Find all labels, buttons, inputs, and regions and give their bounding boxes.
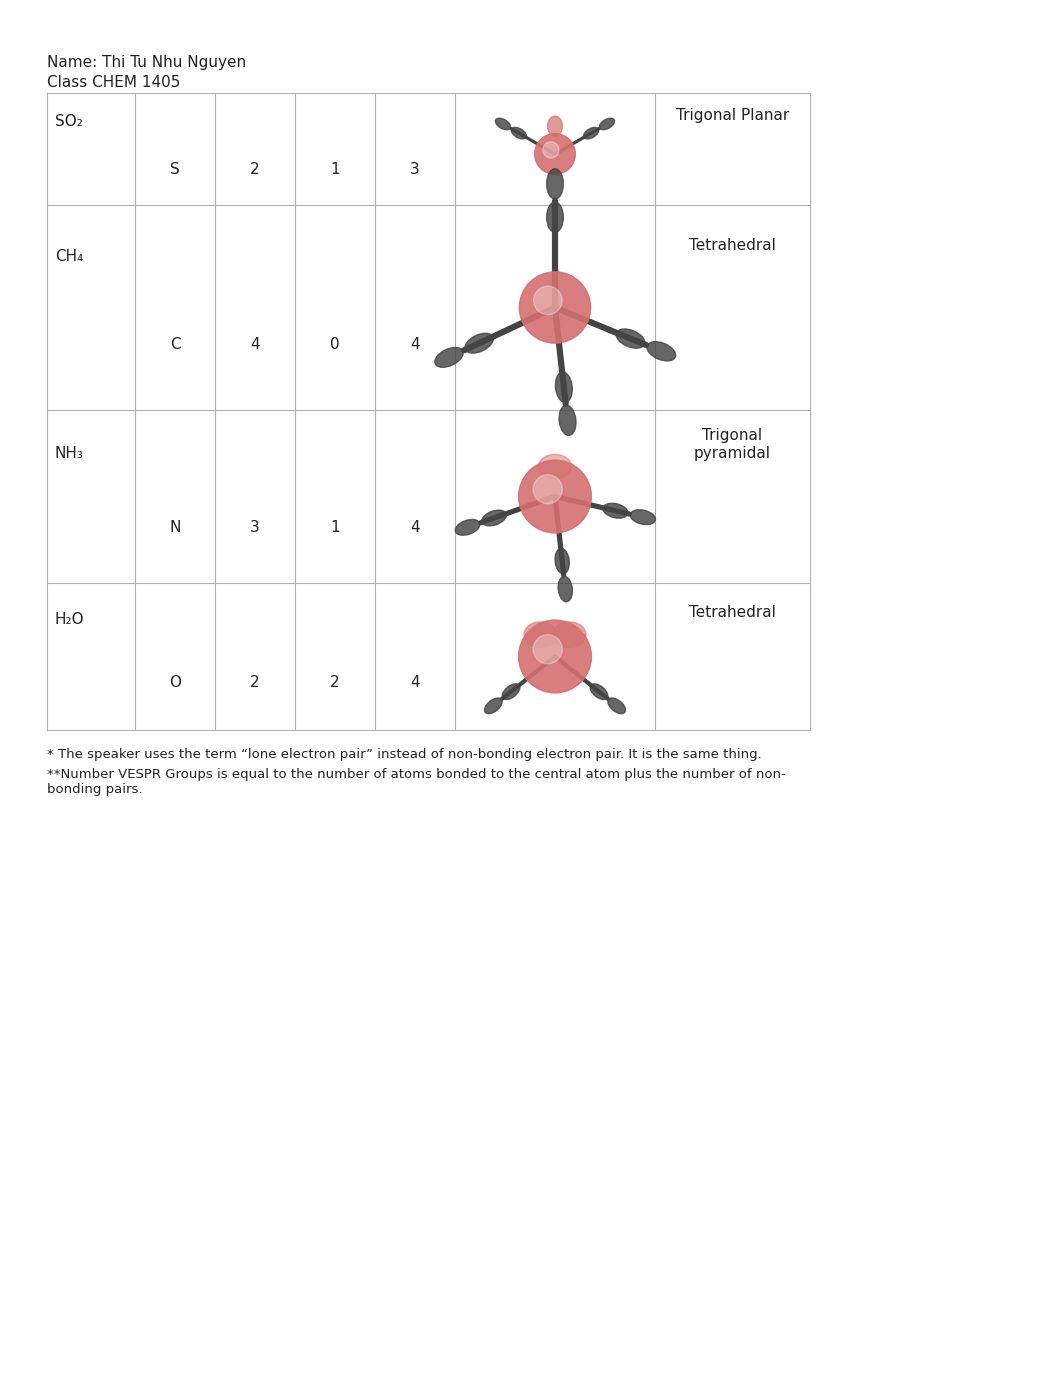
Ellipse shape [502, 684, 519, 700]
Ellipse shape [518, 620, 592, 693]
Ellipse shape [559, 576, 572, 602]
Ellipse shape [434, 347, 463, 368]
Text: CH₄: CH₄ [55, 249, 83, 264]
Ellipse shape [603, 503, 628, 518]
Ellipse shape [599, 118, 615, 129]
Text: Trigonal Planar: Trigonal Planar [675, 107, 789, 123]
Text: Class CHEM 1405: Class CHEM 1405 [47, 74, 181, 90]
Text: O: O [169, 676, 181, 690]
Text: 3: 3 [251, 521, 260, 536]
Ellipse shape [533, 635, 562, 664]
Ellipse shape [465, 333, 494, 353]
Text: 4: 4 [410, 676, 419, 690]
Ellipse shape [511, 128, 527, 139]
Ellipse shape [553, 622, 586, 647]
Ellipse shape [590, 684, 607, 700]
Ellipse shape [538, 454, 571, 478]
Ellipse shape [482, 509, 507, 526]
Ellipse shape [555, 548, 569, 574]
Text: 4: 4 [251, 337, 260, 353]
Text: Tetrahedral: Tetrahedral [689, 605, 776, 620]
Ellipse shape [484, 698, 502, 713]
Ellipse shape [496, 118, 511, 129]
Ellipse shape [534, 134, 576, 175]
Text: H₂O: H₂O [55, 613, 85, 628]
Text: 2: 2 [251, 161, 260, 176]
Text: Tetrahedral: Tetrahedral [689, 238, 776, 253]
Text: * The speaker uses the term “lone electron pair” instead of non-bonding electron: * The speaker uses the term “lone electr… [47, 748, 761, 761]
Text: NH₃: NH₃ [55, 446, 84, 461]
Ellipse shape [533, 475, 562, 504]
Ellipse shape [548, 116, 563, 136]
Ellipse shape [647, 341, 675, 361]
Ellipse shape [584, 128, 599, 139]
Text: 2: 2 [330, 676, 340, 690]
Ellipse shape [533, 286, 562, 314]
Text: Name: Thi Tu Nhu Nguyen: Name: Thi Tu Nhu Nguyen [47, 55, 246, 70]
Ellipse shape [543, 142, 559, 158]
Text: 4: 4 [410, 337, 419, 353]
Ellipse shape [607, 698, 626, 713]
Ellipse shape [555, 372, 572, 402]
Text: **Number VESPR Groups is equal to the number of atoms bonded to the central atom: **Number VESPR Groups is equal to the nu… [47, 768, 786, 796]
Text: Trigonal
pyramidal: Trigonal pyramidal [693, 428, 771, 461]
Text: N: N [169, 521, 181, 536]
Ellipse shape [524, 622, 556, 647]
Text: 1: 1 [330, 521, 340, 536]
Text: 2: 2 [251, 676, 260, 690]
Ellipse shape [456, 519, 480, 536]
Ellipse shape [519, 271, 590, 343]
Ellipse shape [547, 202, 563, 233]
Text: 1: 1 [330, 161, 340, 176]
Ellipse shape [547, 169, 563, 200]
Text: S: S [170, 161, 179, 176]
Ellipse shape [559, 405, 576, 435]
Ellipse shape [631, 509, 655, 525]
Text: C: C [170, 337, 181, 353]
Text: 4: 4 [410, 521, 419, 536]
Text: SO₂: SO₂ [55, 113, 83, 128]
Text: 3: 3 [410, 161, 419, 176]
Text: 0: 0 [330, 337, 340, 353]
Ellipse shape [616, 329, 645, 348]
Ellipse shape [518, 460, 592, 533]
